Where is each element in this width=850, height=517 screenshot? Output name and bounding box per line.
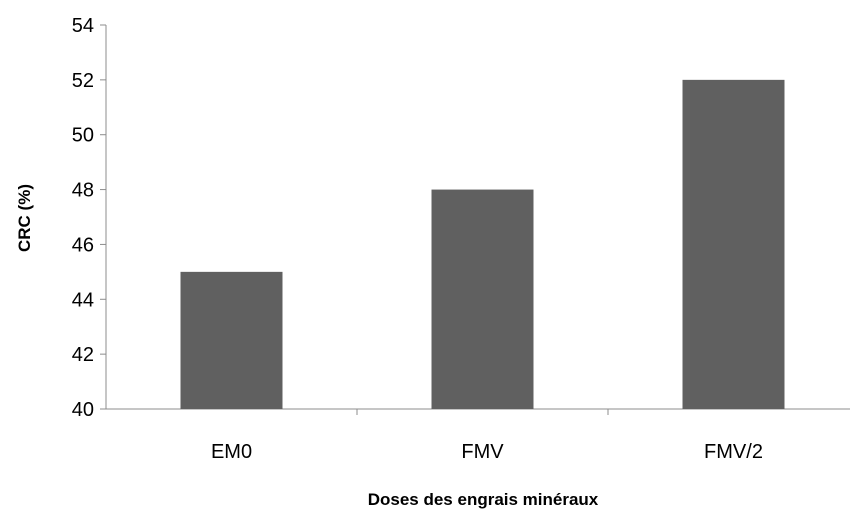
bar-fmv	[431, 189, 534, 409]
x-category-label: FMV	[461, 441, 504, 463]
y-tick-label: 42	[72, 344, 94, 366]
bars	[180, 79, 785, 409]
x-axis-title: Doses des engrais minéraux	[368, 490, 599, 509]
x-category-label: EM0	[211, 441, 252, 463]
y-tick-label: 40	[72, 399, 94, 421]
y-axis: 40 42 44 46 48 50 52 54	[72, 15, 107, 421]
x-axis: EM0 FMV FMV/2	[106, 408, 850, 463]
y-axis-title: CRC (%)	[15, 184, 34, 252]
y-tick-label: 48	[72, 180, 94, 202]
y-tick-label: 54	[72, 15, 94, 37]
bar-em0	[180, 271, 283, 409]
y-tick-label: 50	[72, 125, 94, 147]
y-tick-label: 52	[72, 70, 94, 92]
x-category-label: FMV/2	[704, 441, 763, 463]
y-tick-label: 44	[72, 289, 94, 311]
y-tick-label: 46	[72, 234, 94, 256]
bar-fmv-2	[682, 79, 785, 409]
